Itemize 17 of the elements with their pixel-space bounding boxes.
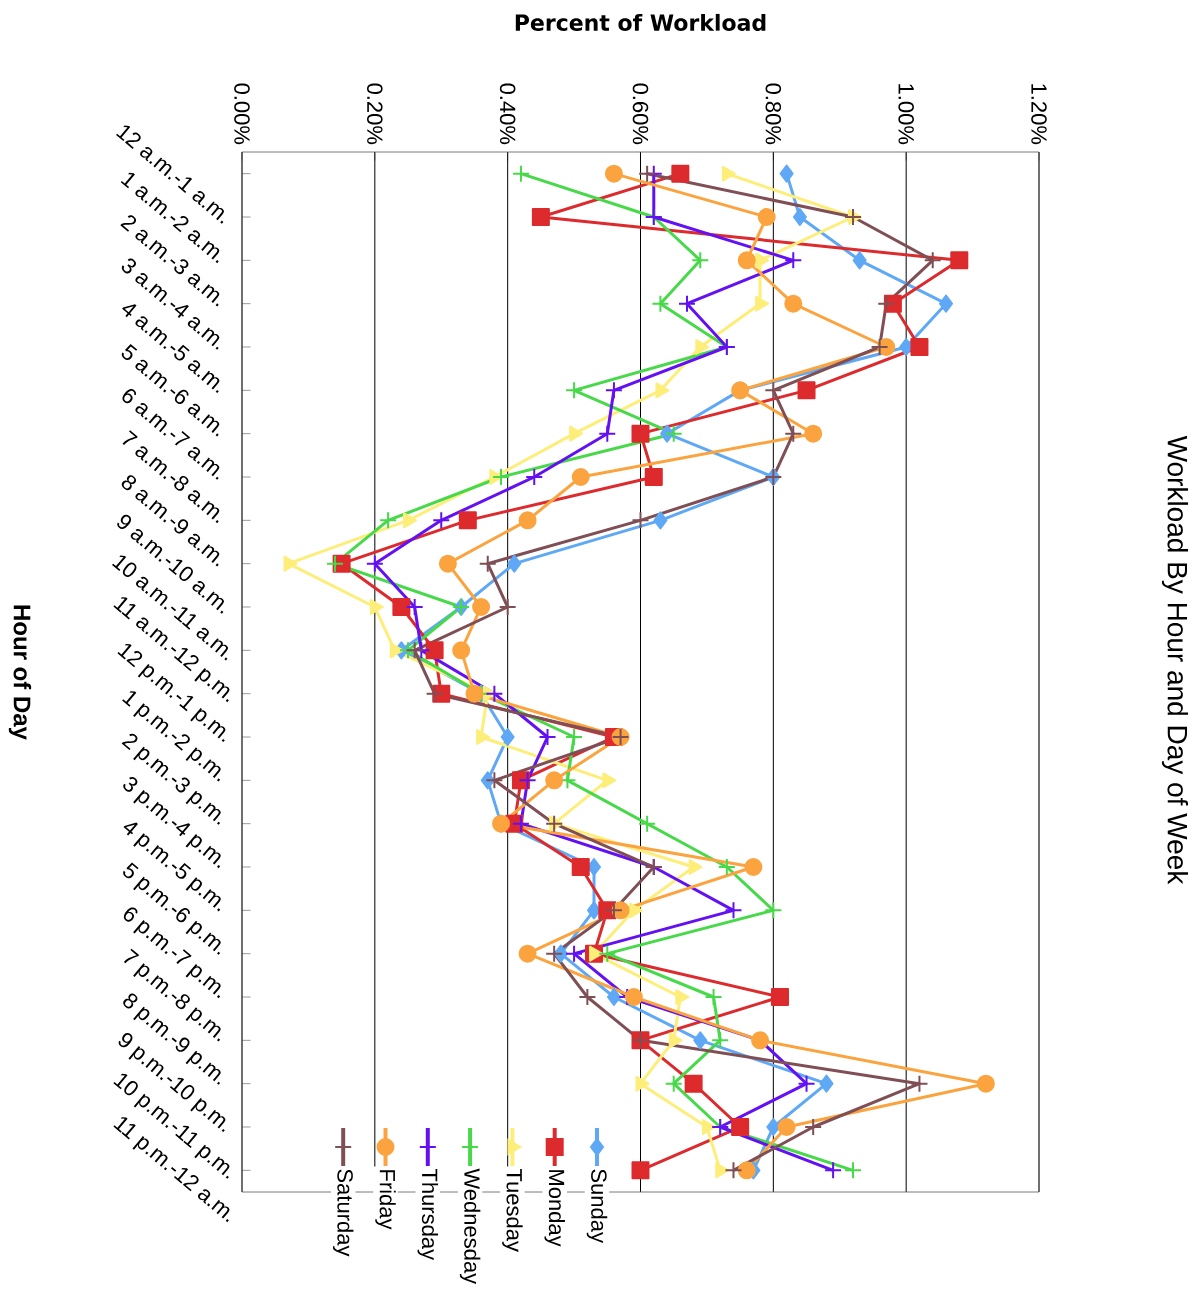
text: Workload By Hour and Day of Week	[1161, 435, 1189, 885]
y-axis-title: Hour of Day	[8, 605, 32, 740]
legend-label: Monday	[544, 1170, 565, 1247]
x-tick-label: 0.40%	[499, 83, 516, 145]
x-axis-title: Percent of Workload	[515, 13, 766, 31]
legend-label: Thursday	[417, 1168, 439, 1261]
x-tick-label: 0.00%	[234, 83, 250, 145]
legend-label: Saturday	[332, 1169, 354, 1257]
x-tick-label: 1.00%	[898, 84, 914, 145]
x-tick-label: 1.20%	[1031, 84, 1047, 145]
legend-label: Friday	[375, 1170, 396, 1230]
legend-label: Wednesday	[459, 1168, 481, 1285]
legend-label: Tuesday	[502, 1168, 523, 1252]
x-tick-label: 0.80%	[765, 83, 782, 145]
x-tick-label: 0.60%	[632, 83, 649, 145]
legend-label: Sunday	[586, 1169, 608, 1243]
x-tick-label: 0.20%	[367, 83, 383, 145]
